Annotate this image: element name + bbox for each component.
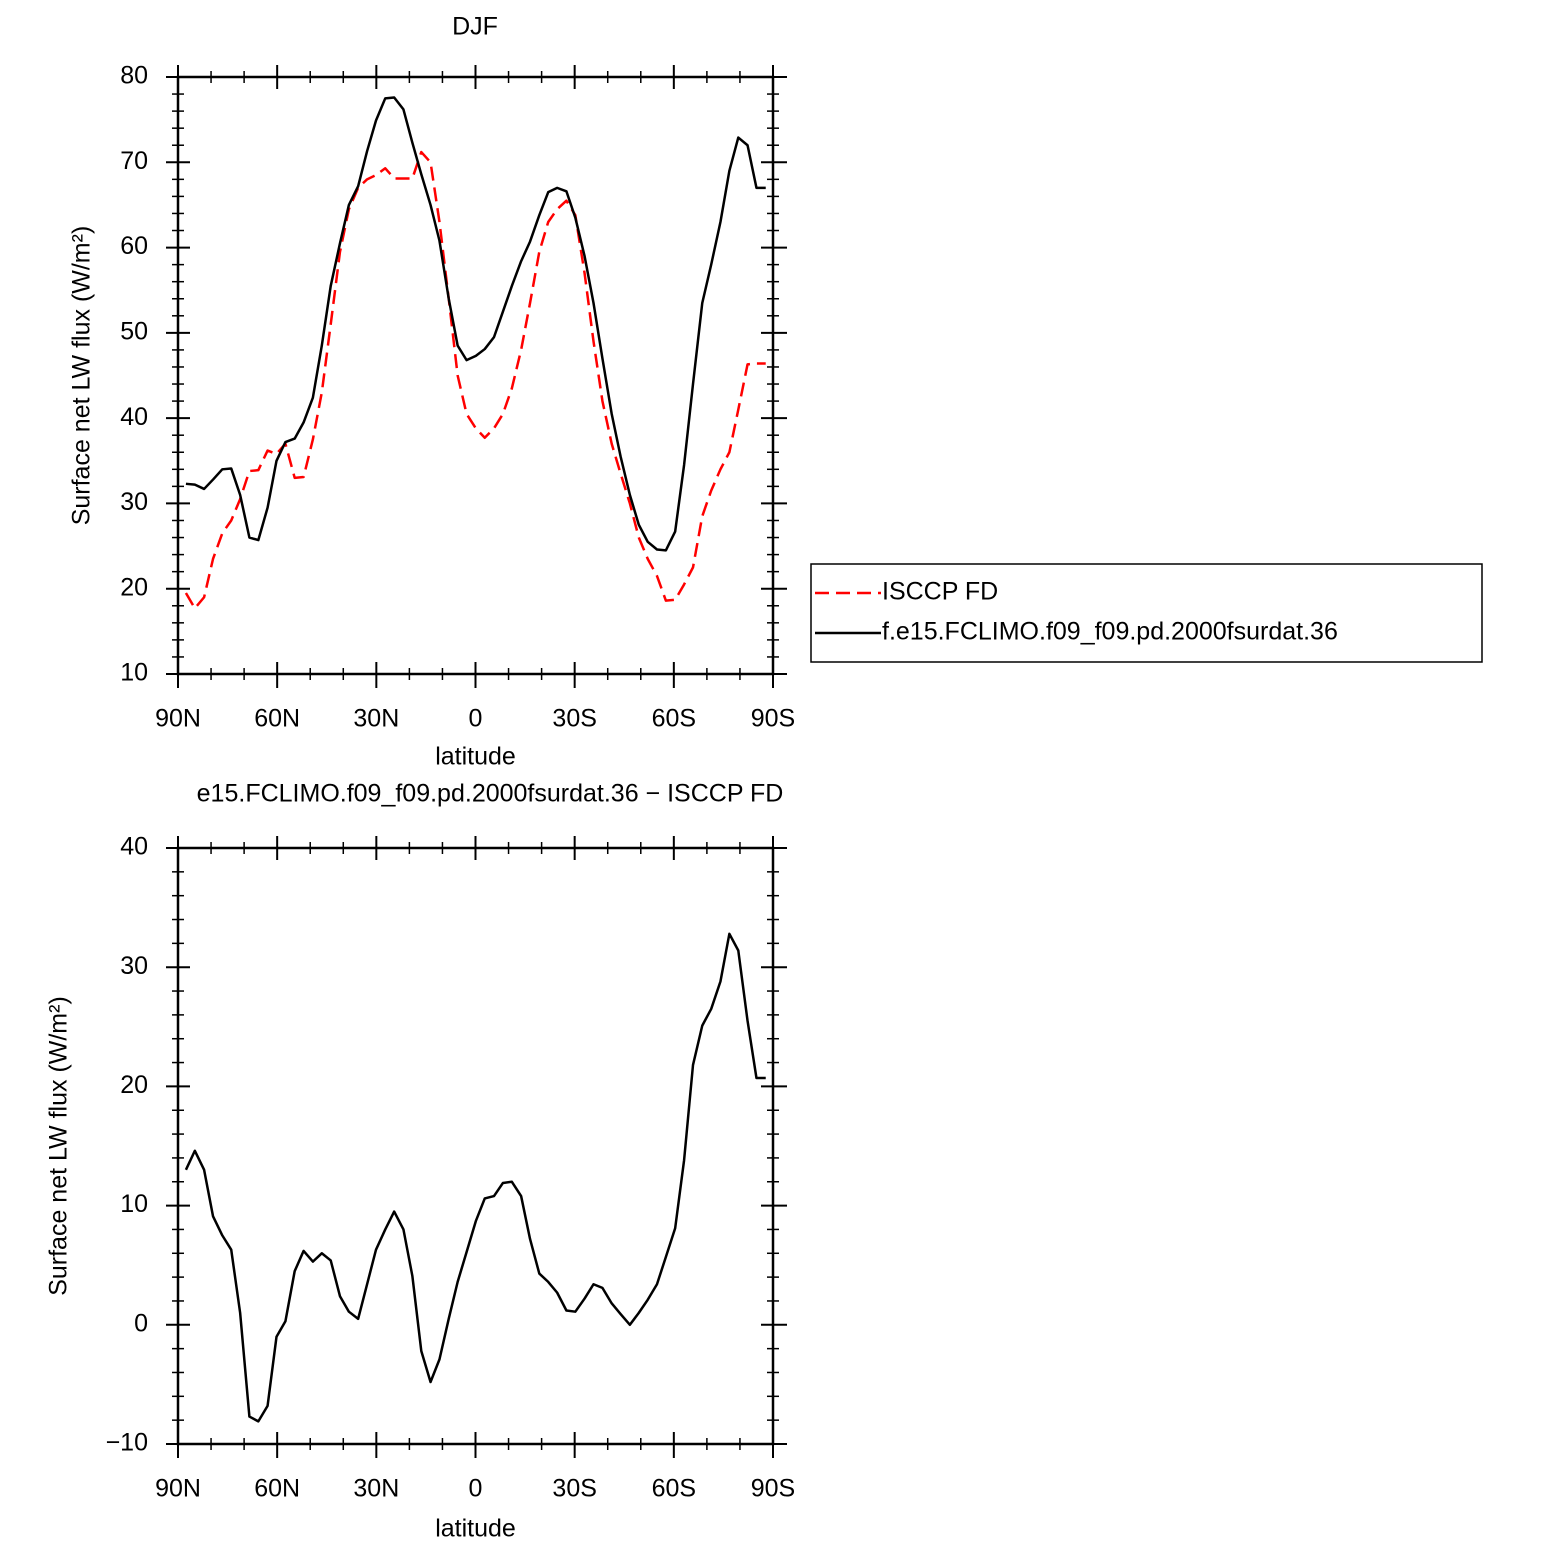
plot-frame [176, 846, 775, 1446]
x-tick-label: 90S [751, 705, 795, 733]
y-tick-label: 80 [120, 62, 148, 90]
data-line [185, 96, 766, 552]
y-tick-label: 40 [120, 833, 148, 861]
y-tick-label: 20 [120, 1071, 148, 1099]
x-tick-label: 0 [469, 705, 483, 733]
y-axis-label: Surface net LW flux (W/m²) [45, 996, 73, 1296]
legend-label: ISCCP FD [882, 578, 998, 606]
legend-label: f.e15.FCLIMO.f09_f09.pd.2000fsurdat.36 [882, 618, 1338, 646]
data-line [184, 150, 766, 610]
y-tick-label: 60 [120, 232, 148, 260]
x-tick-label: 30N [353, 1475, 399, 1503]
y-tick-label: 10 [120, 659, 148, 687]
x-tick-label: 0 [469, 1475, 483, 1503]
y-tick-label: 70 [120, 147, 148, 175]
y-tick-label: 30 [120, 488, 148, 516]
x-tick-label: 90S [751, 1475, 795, 1503]
x-tick-label: 90N [155, 705, 201, 733]
x-tick-label: 60S [652, 705, 696, 733]
y-axis-label: Surface net LW flux (W/m²) [68, 226, 96, 526]
chart-title: e15.FCLIMO.f09_f09.pd.2000fsurdat.36 − I… [197, 780, 784, 808]
chart-title: DJF [452, 13, 498, 41]
legend-box [810, 563, 1483, 663]
y-tick-label: 10 [120, 1190, 148, 1218]
x-tick-label: 60N [254, 705, 300, 733]
x-tick-label: 30N [353, 705, 399, 733]
y-tick-label: 50 [120, 317, 148, 345]
y-tick-label: 30 [120, 952, 148, 980]
x-tick-label: 30S [552, 1475, 596, 1503]
x-tick-label: 60N [254, 1475, 300, 1503]
y-tick-label: −10 [106, 1429, 148, 1457]
x-tick-label: 90N [155, 1475, 201, 1503]
y-tick-label: 40 [120, 403, 148, 431]
x-axis-label: latitude [435, 1515, 516, 1543]
plot-frame [176, 75, 775, 676]
data-line [184, 932, 766, 1423]
y-tick-label: 20 [120, 573, 148, 601]
x-axis-label: latitude [435, 743, 516, 771]
x-tick-label: 60S [652, 1475, 696, 1503]
y-tick-label: 0 [134, 1309, 148, 1337]
x-tick-label: 30S [552, 705, 596, 733]
